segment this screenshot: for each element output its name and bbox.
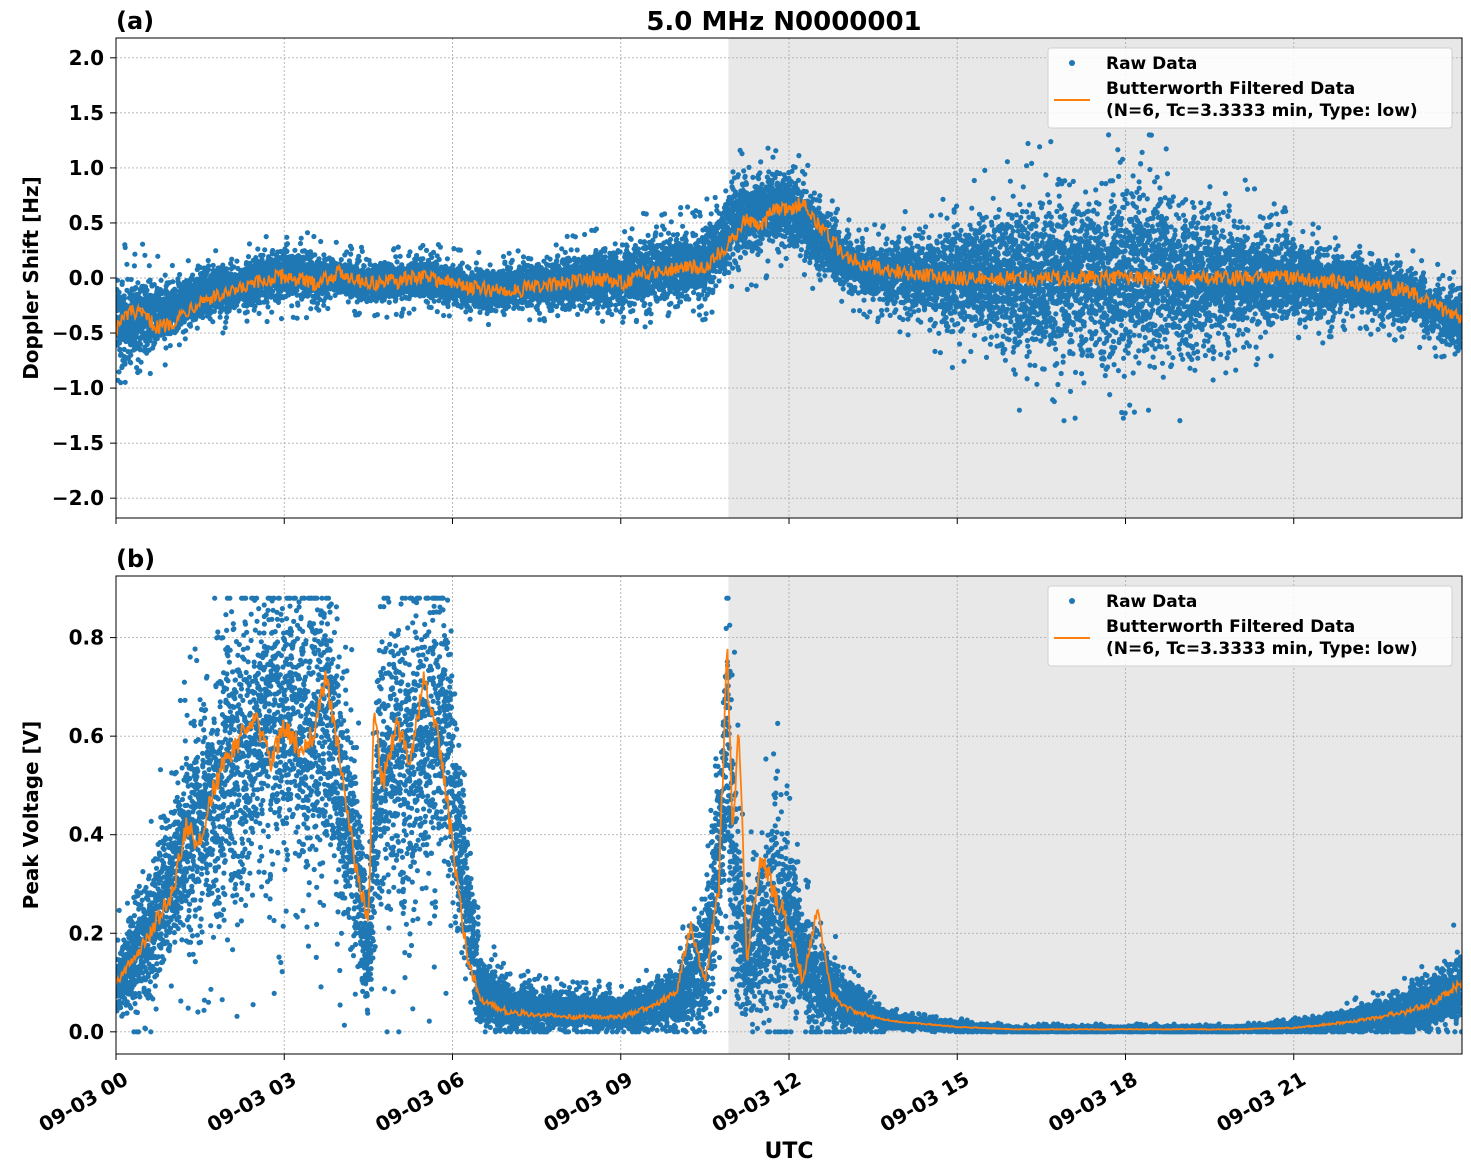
legend-raw-marker [1069, 60, 1075, 66]
figure-title: 5.0 MHz N0000001 [646, 7, 921, 37]
x-tick-label: 09-03 03 [203, 1067, 301, 1137]
legend-filtered-label: Butterworth Filtered Data [1106, 79, 1355, 99]
legend-raw-label: Raw Data [1106, 592, 1197, 612]
doppler-panel: 2.0 1.5 1.0 0.5 0.0 −0.5 −1.0 −1.5 −2.0 Doppler S… [19, 7, 1465, 524]
y-tick-label: 1.5 [69, 101, 104, 125]
y-tick-label: 0.0 [69, 1020, 104, 1044]
panel-label: (b) [116, 545, 155, 573]
x-tick-label: 09-03 15 [876, 1067, 974, 1137]
x-axis-label: UTC [764, 1139, 813, 1164]
x-tick-label: 09-03 12 [708, 1067, 806, 1137]
legend-filtered-params: (N=6, Tc=3.3333 min, Type: low) [1106, 639, 1418, 659]
y-tick-label: 2.0 [69, 46, 104, 70]
panel-label: (a) [116, 7, 154, 35]
legend-filtered-params: (N=6, Tc=3.3333 min, Type: low) [1106, 101, 1418, 121]
legend-filtered-label: Butterworth Filtered Data [1106, 617, 1355, 637]
y-tick-label: −1.0 [52, 376, 104, 400]
x-tick-label: 09-03 21 [1212, 1067, 1310, 1137]
y-tick-label: 0.6 [69, 724, 104, 748]
y-tick-label: 0.2 [69, 921, 104, 945]
y-tick-label: 1.0 [69, 156, 104, 180]
y-tick-label: 0.0 [69, 266, 104, 290]
x-tick-label: 09-03 00 [35, 1067, 133, 1137]
x-tick-label: 09-03 09 [539, 1067, 637, 1137]
legend-raw-marker [1069, 598, 1075, 604]
y-tick-label: −2.0 [52, 486, 104, 510]
legend: Raw Data Butterworth Filtered Data(N=6, T… [1048, 48, 1452, 128]
y-tick-label: 0.4 [69, 823, 104, 847]
x-tick-label: 09-03 18 [1044, 1067, 1142, 1137]
y-tick-label: −1.5 [52, 431, 104, 455]
y-axis-label: Peak Voltage [V] [19, 721, 43, 910]
legend: Raw Data Butterworth Filtered Data(N=6, T… [1048, 586, 1452, 666]
y-tick-label: 0.5 [69, 211, 104, 235]
y-axis-label: Doppler Shift [Hz] [19, 176, 43, 380]
x-tick-label: 09-03 06 [371, 1067, 469, 1137]
legend-raw-label: Raw Data [1106, 54, 1197, 74]
y-tick-label: −0.5 [52, 321, 104, 345]
y-tick-label: 0.8 [69, 626, 104, 650]
voltage-panel: 0.0 0.2 0.4 0.6 0.8 09-03 00 09-03 03 09-03 06 0… [19, 545, 1465, 1137]
